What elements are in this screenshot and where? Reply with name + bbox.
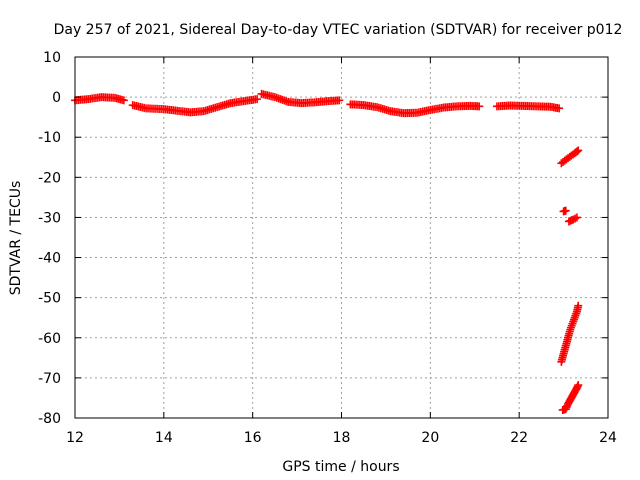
y-axis-label: SDTVAR / TECUs — [8, 181, 24, 296]
y-tick-label: -30 — [38, 210, 61, 226]
axes: 12 14 16 18 20 22 24 10 0 -10 -20 -30 -40 -50 -60 -70 -8… — [38, 50, 617, 446]
data-segment — [558, 381, 583, 414]
data-point — [475, 102, 484, 111]
data-point — [561, 206, 570, 215]
data-point — [574, 301, 583, 310]
data-segment — [257, 89, 344, 108]
data-segment — [557, 301, 583, 366]
x-tick-label: 12 — [66, 430, 84, 446]
data-segment — [492, 101, 564, 113]
x-tick-label: 22 — [510, 430, 528, 446]
y-tick-label: -60 — [38, 331, 61, 347]
data-point — [555, 104, 564, 113]
grid — [75, 57, 608, 418]
data-segment — [346, 100, 484, 118]
data-point — [572, 213, 581, 222]
y-tick-label: -40 — [38, 251, 61, 267]
data-point — [574, 146, 583, 155]
y-tick-label: 0 — [52, 90, 61, 106]
data-segment — [564, 213, 581, 226]
data-point — [119, 96, 128, 105]
y-tick-label: -70 — [38, 371, 61, 387]
data-point — [335, 96, 344, 105]
y-tick-label: -20 — [38, 170, 61, 186]
y-tick-label: -50 — [38, 291, 61, 307]
x-tick-label: 20 — [421, 430, 439, 446]
y-tick-label: 10 — [43, 50, 61, 66]
y-tick-label: -10 — [38, 130, 61, 146]
data-point — [573, 147, 582, 156]
data-point — [571, 214, 580, 223]
data-segment — [559, 206, 570, 216]
chart-title: Day 257 of 2021, Sidereal Day-to-day VTE… — [54, 22, 623, 38]
x-tick-label: 18 — [333, 430, 351, 446]
x-axis-label: GPS time / hours — [282, 459, 399, 475]
data-segment — [71, 93, 128, 105]
x-tick-label: 14 — [155, 430, 173, 446]
y-tick-label: -80 — [38, 411, 61, 427]
data-point — [574, 381, 583, 390]
data-point — [253, 95, 262, 104]
data-segment — [557, 146, 583, 168]
x-tick-label: 24 — [599, 430, 617, 446]
x-tick-label: 16 — [244, 430, 262, 446]
data-layer — [71, 89, 583, 414]
data-segment — [128, 95, 262, 117]
